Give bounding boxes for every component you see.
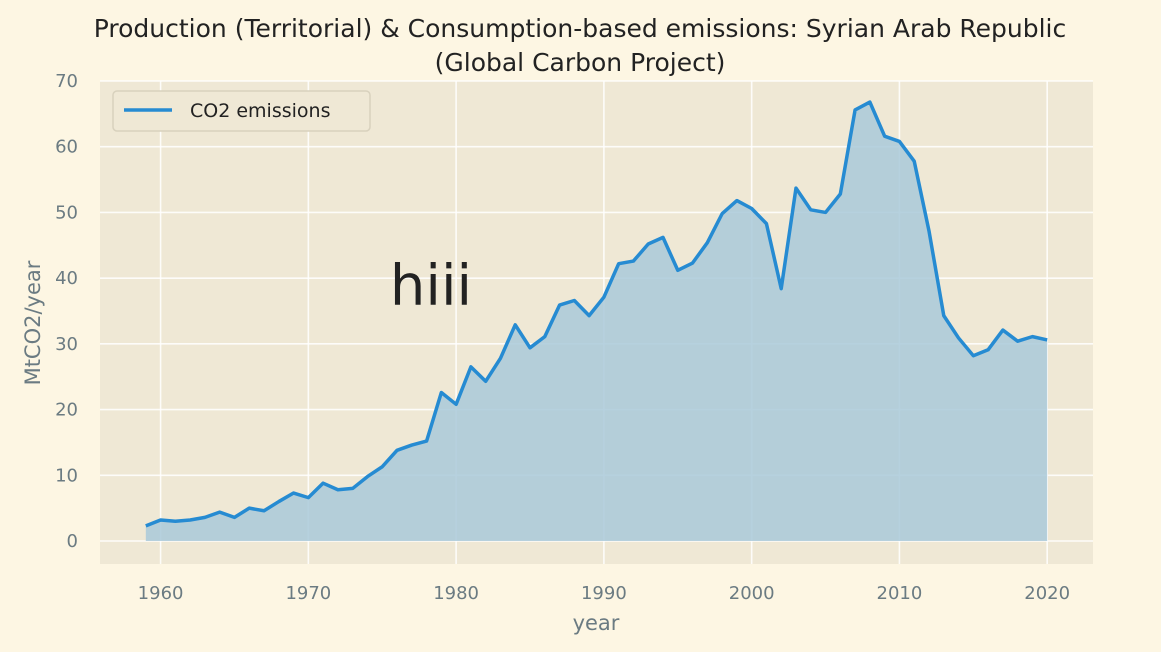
x-tick-label: 1980 [433, 583, 479, 604]
y-tick-label: 50 [55, 202, 78, 223]
y-tick-label: 10 [55, 465, 78, 486]
y-tick-label: 60 [55, 137, 78, 158]
y-tick-label: 20 [55, 400, 78, 421]
tick-labels: 1960 1970 1980 1990 2000 2010 2020 0 10 20 30 40 50 6… [55, 71, 1070, 604]
y-tick-label: 40 [55, 268, 78, 289]
x-tick-label: 2010 [877, 583, 923, 604]
area-fill-layer [145, 102, 1048, 541]
y-tick-label: 30 [55, 334, 78, 355]
legend-label: CO2 emissions [190, 100, 330, 122]
y-tick-label: 0 [67, 531, 78, 552]
chart-title-line1: Production (Territorial) & Consumption-b… [94, 14, 1067, 43]
line-layer [145, 100, 1048, 528]
x-tick-label: 2020 [1024, 583, 1070, 604]
annotation-text: hiii [390, 253, 472, 318]
legend: CO2 emissions [112, 90, 371, 132]
chart-title-line2: (Global Carbon Project) [435, 48, 726, 77]
legend-box [112, 90, 371, 132]
x-axis-label: year [573, 611, 620, 635]
emissions-area [145, 102, 1048, 541]
y-tick-label: 70 [55, 71, 78, 92]
y-axis-label: MtCO2/year [21, 260, 45, 385]
emissions-line [145, 100, 1048, 528]
x-tick-label: 1970 [285, 583, 331, 604]
x-tick-label: 1990 [581, 583, 627, 604]
x-tick-label: 2000 [729, 583, 775, 604]
x-tick-label: 1960 [138, 583, 184, 604]
